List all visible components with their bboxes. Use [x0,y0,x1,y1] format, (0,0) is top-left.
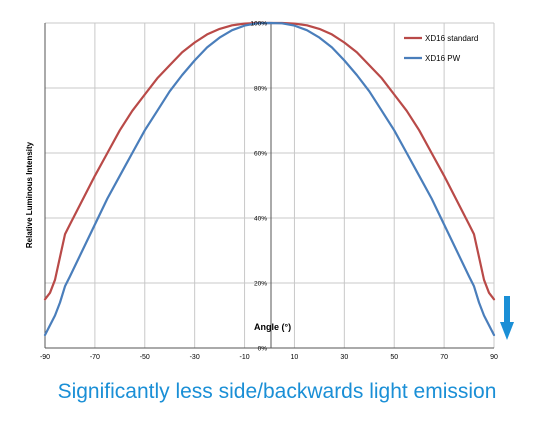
series-line [43,21,496,301]
y-tick-label: 20% [254,281,267,288]
legend-label: XD16 standard [425,34,478,43]
y-axis-label: Relative Luminous Intensity [25,141,34,248]
x-tick-label: -70 [90,354,100,361]
grid [44,22,495,349]
y-tick-label: 60% [254,151,267,158]
x-tick-label: -10 [239,354,249,361]
x-tick-label: 10 [291,354,299,361]
caption-text: Significantly less side/backwards light … [57,380,497,403]
x-tick-label: -90 [40,354,50,361]
legend: XD16 standard XD16 PW [404,34,478,63]
luminous-intensity-chart: -90 -70 -50 -30 -10 10 30 50 70 90 0% 20% 40% 60% 80% 1… [25,21,514,362]
x-tick-label: 50 [390,354,398,361]
down-arrow-icon [500,296,514,340]
x-tick-label: -50 [140,354,150,361]
y-tick-label: 40% [254,216,267,223]
legend-label: XD16 PW [425,54,461,63]
arrow-head [500,322,514,340]
series-lines [43,21,496,337]
x-tick-label: -30 [190,354,200,361]
axes [44,23,494,349]
x-tick-label: 70 [440,354,448,361]
x-axis-label: Angle (°) [254,322,291,332]
series-line [43,21,496,337]
x-tick-label: 90 [490,354,498,361]
y-tick-label: 0% [258,346,268,353]
tick-labels: -90 -70 -50 -30 -10 10 30 50 70 90 0% 20% 40% 60% 80% 1… [40,21,498,362]
y-tick-label: 80% [254,86,267,93]
arrow-shaft [504,296,510,324]
y-tick-label: 100% [250,21,267,28]
x-tick-label: 30 [340,354,348,361]
